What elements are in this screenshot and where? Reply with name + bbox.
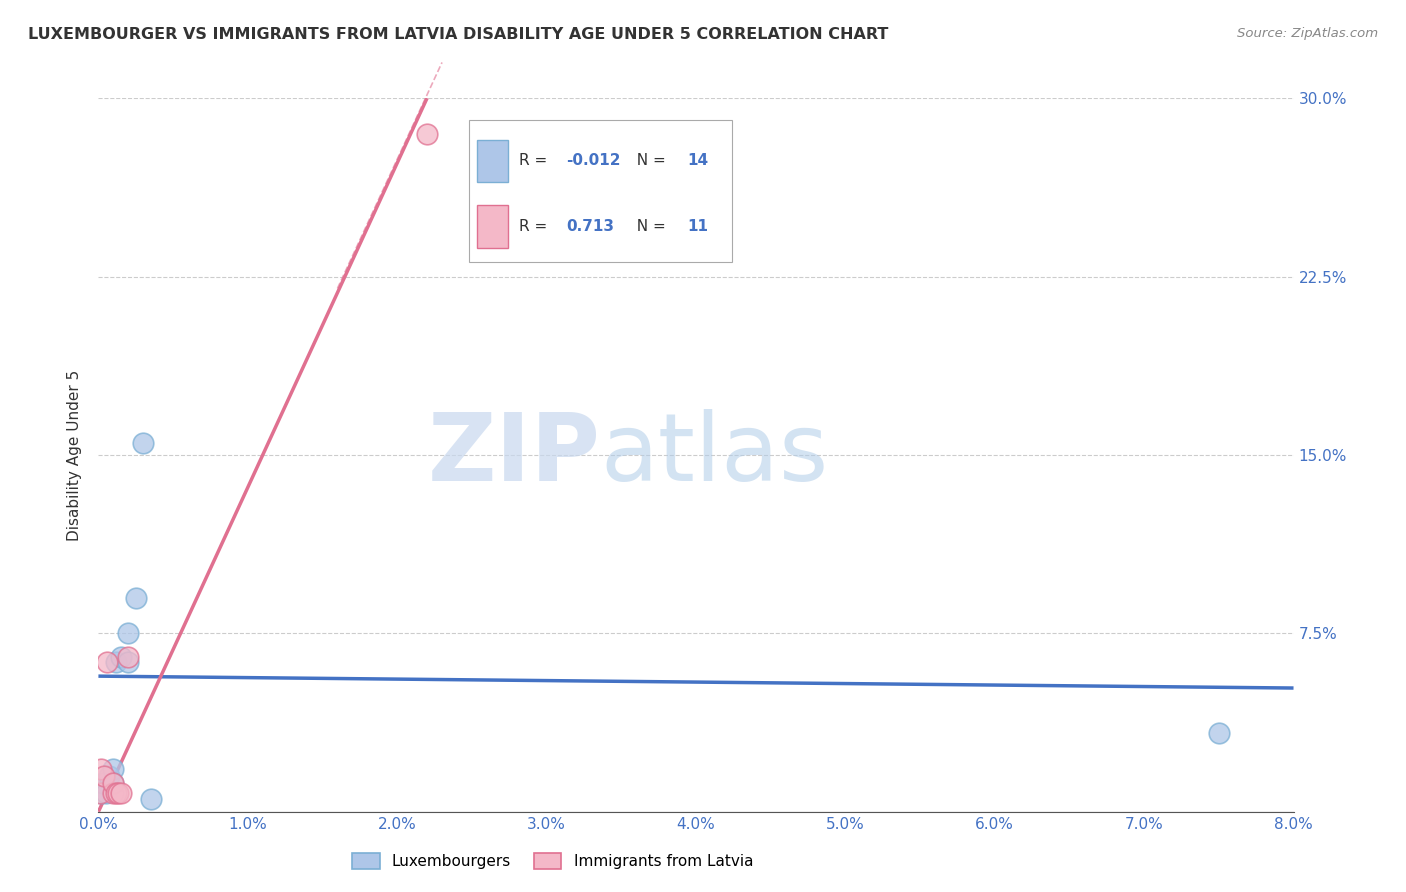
Point [89,786,111,800]
Point [90,762,112,776]
Point [125,591,148,605]
Point [93,769,115,783]
Point [132,436,155,450]
Point [107,786,129,800]
Y-axis label: Disability Age Under 5: Disability Age Under 5 [67,369,83,541]
Point [117,626,139,640]
Text: atlas: atlas [600,409,828,501]
Point [110,786,132,800]
Point [416,127,439,141]
Point [91,776,114,790]
Point [103,776,125,790]
Point [94,786,117,800]
Point [103,786,125,800]
Text: ZIP: ZIP [427,409,600,501]
Legend: Luxembourgers, Immigrants from Latvia: Luxembourgers, Immigrants from Latvia [346,847,759,875]
Text: Source: ZipAtlas.com: Source: ZipAtlas.com [1237,27,1378,40]
Point [1208,726,1230,740]
Point [139,791,162,805]
Point [97,769,120,783]
Point [110,650,132,665]
Point [105,786,128,800]
Point [105,655,128,669]
Text: LUXEMBOURGER VS IMMIGRANTS FROM LATVIA DISABILITY AGE UNDER 5 CORRELATION CHART: LUXEMBOURGER VS IMMIGRANTS FROM LATVIA D… [28,27,889,42]
Point [117,650,139,665]
Point [96,655,118,669]
Point [103,776,125,790]
Point [90,786,112,800]
Point [117,655,139,669]
Point [103,762,125,776]
